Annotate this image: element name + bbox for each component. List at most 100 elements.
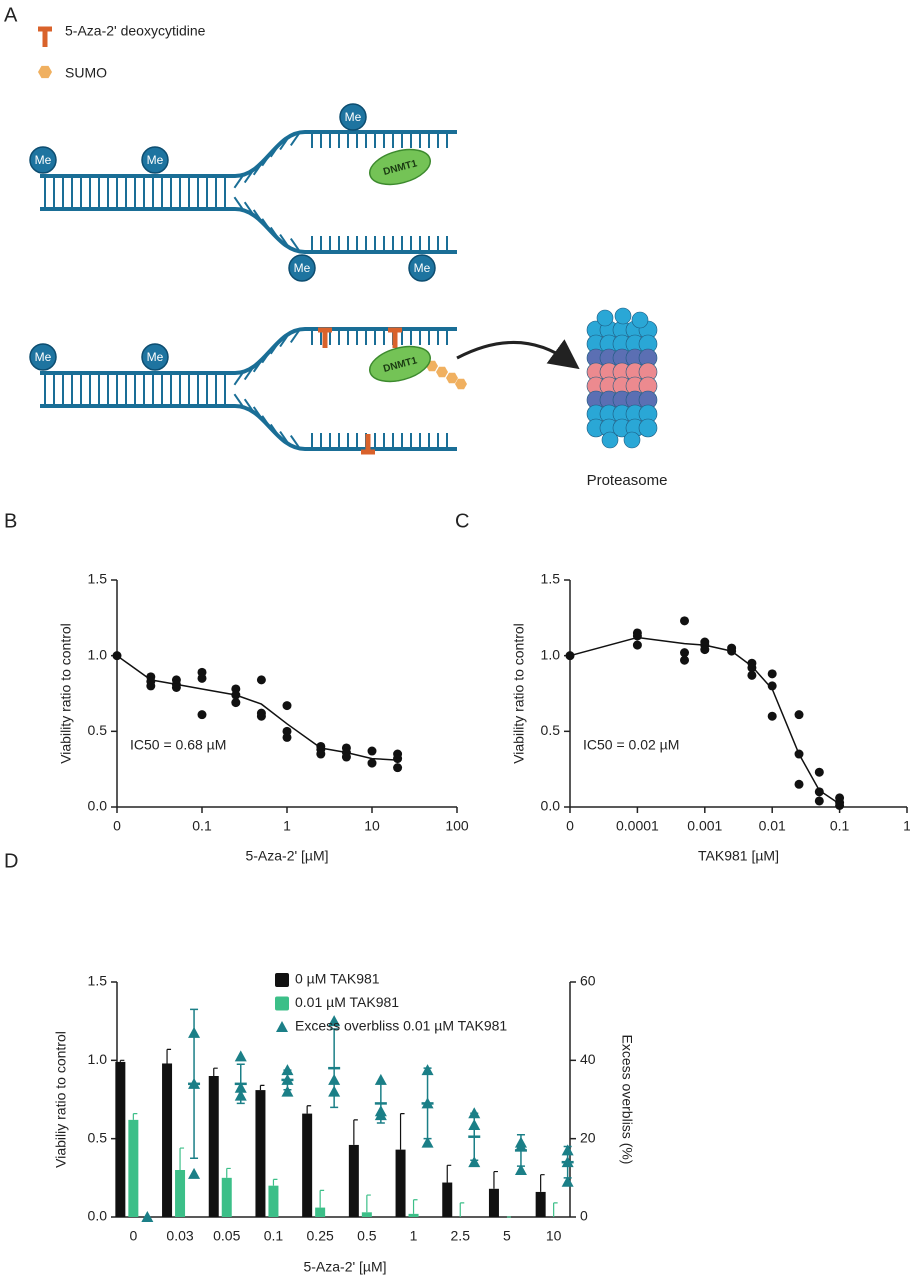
error-bar xyxy=(470,1112,479,1161)
methyl-group xyxy=(29,343,57,371)
dna-rung xyxy=(233,393,245,408)
dna-rung xyxy=(243,169,255,184)
data-point xyxy=(814,796,824,806)
panel-letter: B xyxy=(4,510,17,532)
proteasome-unit xyxy=(596,309,614,327)
x-axis-label: 5-Aza-2' [µM] xyxy=(245,848,328,864)
data-point xyxy=(282,732,292,742)
dna-rung xyxy=(261,349,273,364)
dna-rung xyxy=(261,218,273,233)
data-point xyxy=(231,690,241,700)
error-bar xyxy=(166,1048,172,1064)
data-point xyxy=(282,701,292,711)
data-point xyxy=(197,673,207,683)
inhibitor-stem xyxy=(322,330,328,348)
methyl-group xyxy=(288,254,316,282)
dna-rung xyxy=(289,434,301,450)
error-bar xyxy=(563,1145,572,1179)
dna-rung xyxy=(279,430,290,446)
x-tick-label: 2.5 xyxy=(451,1228,471,1244)
y-tick-label: 60 xyxy=(580,973,596,989)
y-axis-label: Viability ratio to control xyxy=(511,623,527,764)
error-bar xyxy=(190,1008,199,1159)
legend-marker xyxy=(275,996,289,1011)
x-tick-label: 10 xyxy=(364,818,380,834)
dna-rung xyxy=(261,152,273,167)
y-axis-label: Viabiliy ratio to control xyxy=(53,1031,69,1168)
error-bar xyxy=(283,1069,292,1091)
y-axis-label: Viability ratio to control xyxy=(58,623,74,764)
bar xyxy=(162,1063,173,1217)
data-point xyxy=(814,787,824,797)
error-bar xyxy=(366,1194,371,1213)
proteasome-label: Proteasome xyxy=(587,472,668,489)
dnmt1 xyxy=(369,148,431,186)
data-point xyxy=(767,681,777,691)
x-axis-label: 5-Aza-2' [µM] xyxy=(303,1259,386,1275)
dna-rung xyxy=(289,131,301,147)
data-point xyxy=(367,746,377,756)
methyl-label: Me xyxy=(35,350,52,364)
x-tick-label: 0 xyxy=(113,818,121,834)
proteasome-unit xyxy=(631,311,649,329)
data-point xyxy=(146,681,156,691)
x-tick-label: 10 xyxy=(546,1228,562,1244)
error-bar xyxy=(516,1134,525,1167)
bar xyxy=(128,1119,139,1217)
data-point xyxy=(256,675,266,685)
error-bar xyxy=(493,1170,498,1189)
data-point xyxy=(747,663,757,673)
data-point xyxy=(794,749,804,759)
x-tick-label: 0.001 xyxy=(687,818,722,834)
x-tick-label: 0.0001 xyxy=(616,818,659,834)
triangle-point xyxy=(561,1175,574,1187)
data-point xyxy=(112,651,122,661)
bar xyxy=(395,1149,406,1217)
y-tick-label: 0.0 xyxy=(541,798,561,814)
bar xyxy=(361,1212,372,1217)
panel-letter: A xyxy=(4,4,18,26)
dna-rung xyxy=(243,366,255,381)
error-bar xyxy=(179,1147,185,1170)
proteasome-unit xyxy=(638,418,658,438)
data-point xyxy=(341,752,351,762)
error-bar xyxy=(236,1063,245,1105)
x-tick-label: 0.1 xyxy=(830,818,850,834)
bar xyxy=(302,1113,313,1217)
dna-rung xyxy=(269,143,281,158)
error-bar xyxy=(319,1189,325,1208)
error-bar xyxy=(119,1059,125,1062)
y-tick-label: 1.5 xyxy=(88,571,108,587)
y-tick-label: 20 xyxy=(580,1129,596,1145)
data-point xyxy=(231,698,241,708)
methyl-group xyxy=(339,103,367,131)
dna-rung xyxy=(243,398,255,413)
dna-rung xyxy=(252,209,264,224)
data-point xyxy=(680,648,690,658)
dna-rung xyxy=(269,340,281,355)
dna-rung xyxy=(252,358,264,373)
triangle-point xyxy=(234,1050,247,1062)
error-bar xyxy=(132,1113,138,1120)
dna-rung xyxy=(289,237,301,253)
error-bar xyxy=(226,1167,231,1178)
data-point xyxy=(727,646,737,656)
data-point xyxy=(393,763,403,773)
fit-line xyxy=(116,655,398,761)
data-point xyxy=(197,710,207,720)
data-point xyxy=(393,754,403,764)
error-bar xyxy=(306,1105,312,1114)
data-point xyxy=(632,631,642,641)
y-tick-label: 0.5 xyxy=(88,1129,108,1145)
data-point xyxy=(367,758,377,768)
panel-letter: D xyxy=(4,850,18,872)
dna-rung xyxy=(233,196,245,211)
triangle-point xyxy=(141,1211,154,1222)
proteasome-unit xyxy=(623,431,641,449)
bar xyxy=(488,1188,499,1217)
fit-line xyxy=(569,636,841,805)
y-tick-label: 0.0 xyxy=(88,1208,108,1224)
methyl-label: Me xyxy=(294,261,311,275)
legend-marker xyxy=(276,1021,288,1032)
methyl-label: Me xyxy=(147,153,164,167)
